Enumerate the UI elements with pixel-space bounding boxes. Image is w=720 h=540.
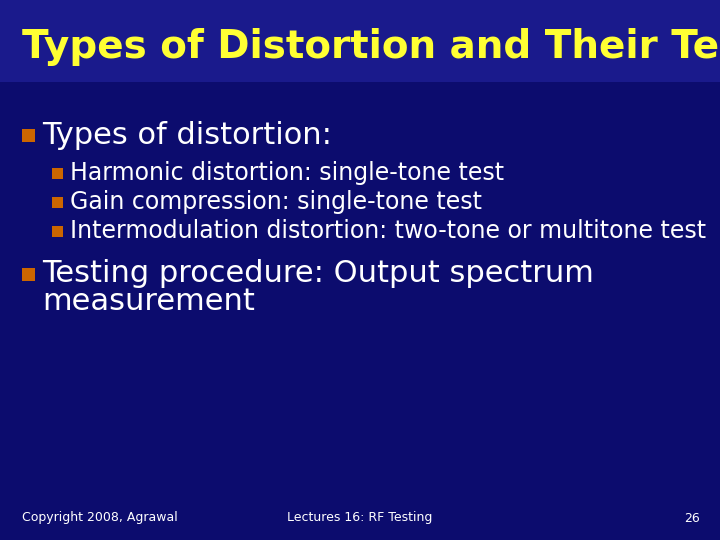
Text: Intermodulation distortion: two-tone or multitone test: Intermodulation distortion: two-tone or … <box>70 219 706 243</box>
Text: Gain compression: single-tone test: Gain compression: single-tone test <box>70 190 482 214</box>
Text: Types of Distortion and Their Tests: Types of Distortion and Their Tests <box>22 28 720 66</box>
Text: measurement: measurement <box>42 287 255 316</box>
Text: Lectures 16: RF Testing: Lectures 16: RF Testing <box>287 511 433 524</box>
Bar <box>52 167 63 179</box>
Text: 26: 26 <box>684 511 700 524</box>
Text: Copyright 2008, Agrawal: Copyright 2008, Agrawal <box>22 511 178 524</box>
Text: Types of distortion:: Types of distortion: <box>42 120 332 150</box>
Bar <box>52 226 63 237</box>
Text: Testing procedure: Output spectrum: Testing procedure: Output spectrum <box>42 260 594 288</box>
Bar <box>0 0 720 82</box>
Bar <box>52 197 63 207</box>
Bar <box>22 129 35 141</box>
Bar <box>22 267 35 280</box>
Text: Harmonic distortion: single-tone test: Harmonic distortion: single-tone test <box>70 161 504 185</box>
